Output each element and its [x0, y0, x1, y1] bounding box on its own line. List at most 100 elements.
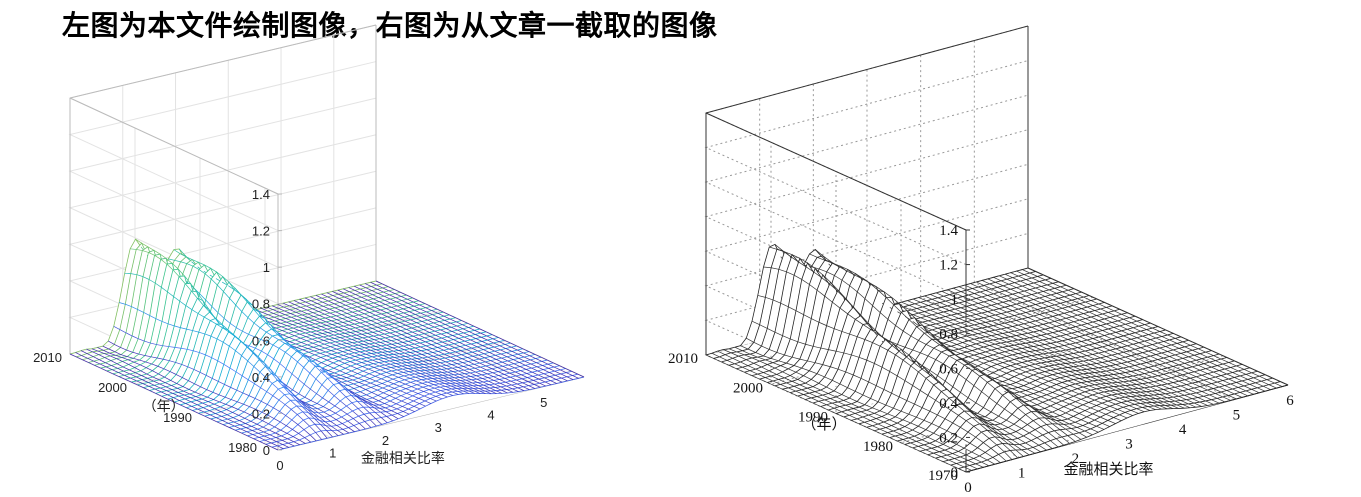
- surface-col-line: [290, 346, 298, 352]
- surface-col-line: [316, 299, 323, 303]
- surface-col-line: [381, 348, 388, 353]
- surface-col-line: [851, 420, 860, 425]
- surface-col-line: [962, 342, 971, 346]
- surface-col-line: [431, 310, 438, 314]
- surface-col-line: [303, 325, 311, 329]
- surface-col-line: [1180, 369, 1189, 374]
- surface-col-line: [1021, 318, 1030, 323]
- surface-col-line: [450, 360, 458, 364]
- surface-col-line: [899, 396, 907, 401]
- surface-col-line: [413, 367, 420, 371]
- surface-col-line: [314, 319, 321, 324]
- surface-col-line: [309, 372, 317, 380]
- surface-col-line: [1013, 394, 1022, 401]
- surface-col-line: [360, 391, 367, 396]
- surface-col-line: [353, 383, 360, 387]
- surface-col-line: [878, 401, 886, 406]
- surface-col-line: [157, 365, 165, 370]
- surface-col-line: [323, 309, 331, 314]
- y-tick-label: 2000: [733, 380, 763, 396]
- surface-col-line: [368, 368, 375, 372]
- surface-col-line: [981, 327, 990, 332]
- surface-col-line: [304, 397, 312, 401]
- surface-col-line: [92, 351, 99, 355]
- surface-col-line: [169, 360, 176, 363]
- surface-col-line: [1197, 397, 1206, 402]
- surface-col-line: [316, 334, 324, 338]
- surface-col-line: [1052, 392, 1061, 396]
- surface-col-line: [297, 424, 305, 430]
- surface-col-line: [424, 367, 431, 371]
- surface-col-line: [954, 396, 963, 405]
- surface-col-line: [1066, 284, 1075, 289]
- surface-col-line: [419, 338, 426, 343]
- surface-col-line: [343, 355, 350, 359]
- surface-col-line: [523, 386, 530, 390]
- surface-col-line: [1197, 348, 1206, 353]
- surface-col-line: [369, 312, 376, 316]
- y-tick-label: 2010: [33, 350, 62, 365]
- surface-col-line: [412, 364, 420, 369]
- surface-col-line: [994, 359, 1003, 363]
- surface-col-line: [1129, 317, 1138, 322]
- surface-col-line: [1142, 395, 1151, 400]
- surface-col-line: [360, 288, 367, 293]
- surface-col-line: [807, 262, 816, 269]
- surface-col-line: [258, 356, 265, 364]
- surface-col-line: [1138, 399, 1147, 404]
- surface-col-line: [130, 248, 137, 250]
- surface-col-line: [805, 399, 814, 404]
- surface-col-line: [998, 383, 1007, 390]
- surface-col-line: [1132, 327, 1141, 332]
- surface-col-line: [971, 370, 980, 377]
- surface-col-line: [104, 357, 112, 361]
- surface-col-line: [1046, 317, 1055, 322]
- surface-col-line: [284, 404, 292, 410]
- surface-col-line: [1134, 332, 1143, 337]
- surface-col-line: [990, 448, 999, 455]
- surface-col-line: [498, 375, 506, 379]
- surface-col-line: [1033, 393, 1042, 398]
- surface-col-line: [210, 320, 217, 325]
- surface-col-line: [987, 356, 996, 360]
- surface-col-line: [759, 324, 768, 329]
- surface-col-line: [265, 322, 272, 330]
- surface-col-line: [388, 286, 395, 290]
- surface-col-line: [285, 415, 292, 421]
- surface-col-line: [1104, 302, 1113, 307]
- surface-col-line: [209, 311, 217, 319]
- surface-col-line: [167, 394, 174, 398]
- surface-col-line: [1063, 371, 1072, 376]
- surface-col-line: [983, 285, 992, 290]
- z-tick-label: 0.2: [939, 430, 958, 446]
- surface-col-line: [860, 315, 869, 324]
- surface-col-line: [103, 349, 110, 354]
- surface-col-line: [184, 283, 192, 292]
- surface-col-line: [1006, 327, 1015, 332]
- surface-col-line: [483, 349, 490, 353]
- surface-col-line: [1102, 346, 1111, 351]
- surface-col-line: [354, 392, 362, 397]
- surface-col-line: [414, 343, 421, 348]
- surface-col-line: [1027, 267, 1036, 272]
- surface-col-line: [1082, 404, 1091, 409]
- surface-col-line: [909, 304, 917, 309]
- surface-col-line: [427, 353, 434, 357]
- surface-col-line: [929, 370, 938, 376]
- surface-col-line: [774, 385, 783, 390]
- surface-col-line: [1125, 396, 1133, 401]
- surface-col-line: [129, 373, 137, 378]
- surface-col-line: [1148, 367, 1157, 372]
- surface-col-line: [125, 303, 132, 307]
- surface-col-line: [1048, 338, 1057, 343]
- surface-col-line: [198, 412, 205, 417]
- surface-col-line: [1062, 324, 1071, 329]
- surface-col-line: [784, 377, 793, 382]
- surface-col-line: [1115, 332, 1124, 337]
- surface-col-line: [1169, 388, 1178, 393]
- surface-col-line: [275, 432, 282, 437]
- surface-col-line: [341, 314, 348, 318]
- surface-col-line: [809, 284, 818, 291]
- surface-col-line: [998, 369, 1007, 374]
- surface-col-line: [218, 381, 225, 385]
